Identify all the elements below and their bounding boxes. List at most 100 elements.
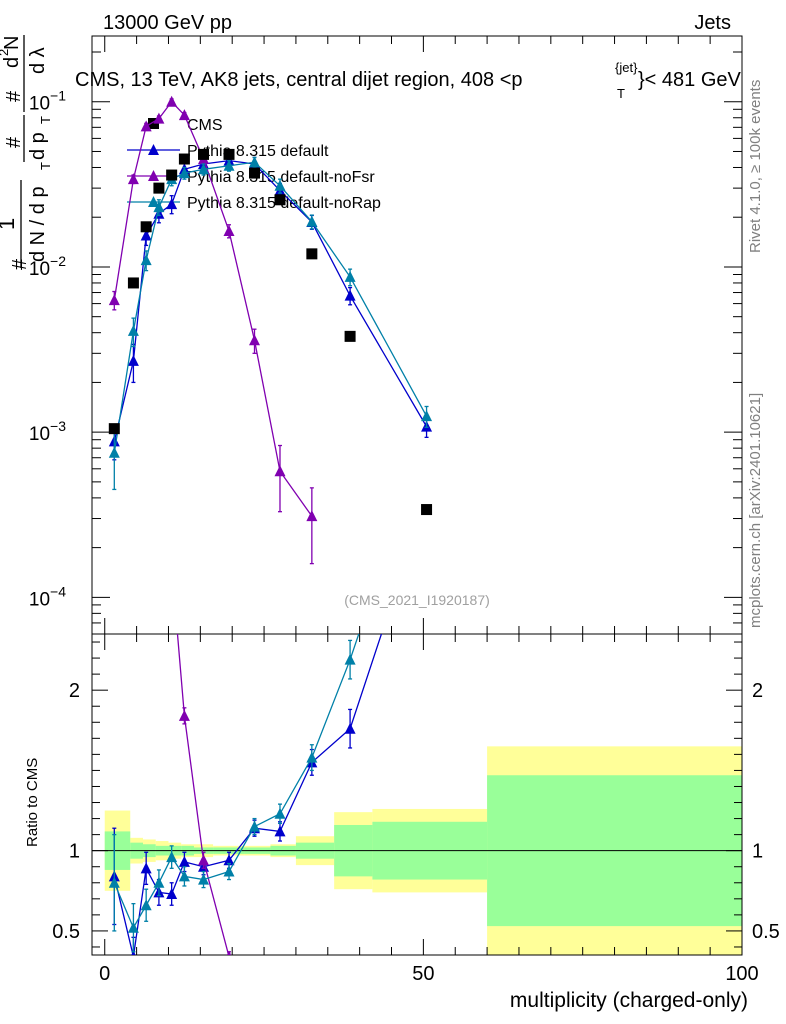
svg-text:T: T [38, 162, 53, 170]
chart-title-sup: {jet} [615, 60, 638, 75]
cms-point [344, 330, 356, 342]
x-axis-label: multiplicity (charged-only) [510, 989, 748, 1012]
cms-point [274, 194, 286, 206]
main-y-tick-label: 10−3 [29, 418, 66, 445]
ratio-point-0 [178, 855, 190, 867]
svg-text:T: T [38, 116, 53, 124]
cms-point [127, 277, 139, 289]
ratio-ylabel: Ratio to CMS [24, 758, 41, 847]
ratio-y-tick-label-left: 2 [69, 680, 80, 702]
main-plot-marks [108, 95, 617, 646]
svg-text:#: # [9, 258, 31, 270]
ratio-y-tick-label-left: 0.5 [52, 921, 80, 943]
legend-default-marker [127, 144, 180, 155]
cms-point [606, 635, 617, 646]
cms-point [249, 167, 260, 179]
series-point-2 [108, 446, 120, 458]
series-point-1 [306, 510, 318, 522]
legend-cms-label: CMS [187, 117, 223, 134]
svg-text:d: d [1, 57, 23, 68]
svg-text:#: # [3, 136, 25, 148]
series-point-2 [249, 156, 260, 168]
ratio-point-2 [178, 870, 190, 882]
series-point-0 [166, 198, 178, 210]
main-ylabel: # 1 d N / d p T # d p T # d 2 N d λ [0, 35, 53, 270]
rivet-label: Rivet 4.1.0, ≥ 100k events [747, 80, 764, 253]
ratio-point-1 [141, 354, 152, 365]
series-point-2 [127, 324, 139, 336]
series-point-1 [140, 120, 152, 132]
svg-text:d p: d p [27, 132, 49, 160]
series-point-1 [166, 95, 178, 107]
main-y-tick-label: 10−4 [29, 583, 66, 610]
cms-point [421, 504, 433, 516]
legend-nofsr-label: Pythia 8.315 default-noFsr [187, 169, 375, 186]
cms-point [140, 221, 152, 233]
series-point-2 [140, 254, 152, 266]
series-point-0 [140, 229, 152, 241]
chart-title: CMS, 13 TeV, AK8 jets, central dijet reg… [75, 60, 742, 101]
analysis-tag: (CMS_2021_I1920187) [344, 592, 490, 608]
series-point-1 [223, 225, 235, 237]
x-tick-label: 0 [99, 963, 110, 985]
series-point-2 [306, 215, 318, 227]
ratio-point-2 [127, 921, 139, 933]
series-point-1 [249, 334, 260, 346]
ratio-point-2 [274, 807, 286, 819]
ratio-point-1 [166, 559, 177, 570]
chart-title-sub: T [617, 86, 625, 101]
ratio-point-1 [198, 854, 210, 866]
header-right: Jets [694, 12, 731, 34]
series-point-2 [344, 270, 356, 282]
main-y-tick-label: 10−2 [29, 253, 66, 280]
ratio-point-0 [344, 722, 356, 734]
series-point-2 [421, 410, 433, 422]
svg-text:d N / d p: d N / d p [27, 186, 49, 262]
ratio-point-2 [153, 876, 165, 888]
ratio-point-1 [306, 1001, 317, 1012]
ratio-point-2 [306, 751, 318, 763]
header-left: 13000 GeV pp [103, 12, 232, 34]
series-point-0 [127, 354, 139, 366]
series-point-1 [153, 112, 165, 124]
ratio-point-1 [226, 950, 232, 955]
ratio-y-tick-label-right: 2 [752, 680, 763, 702]
cms-point [153, 182, 165, 194]
series-point-2 [223, 159, 235, 171]
legend-default-label: Pythia 8.315 default [187, 143, 329, 160]
ratio-point-1 [274, 1001, 285, 1012]
main-y-tick-label: 10−1 [29, 88, 66, 115]
ratio-point-0 [166, 888, 178, 900]
ratio-frame [91, 633, 743, 956]
ratio-y-tick-label-right: 1 [752, 841, 763, 863]
svg-text:1: 1 [0, 218, 19, 230]
series-point-1 [178, 109, 190, 121]
x-tick-label: 100 [725, 963, 758, 985]
ratio-y-tick-label-left: 1 [69, 841, 80, 863]
series-point-1 [108, 294, 120, 306]
cms-point [166, 169, 178, 181]
chart-title-main: CMS, 13 TeV, AK8 jets, central dijet reg… [75, 69, 523, 91]
cms-point [198, 148, 210, 160]
x-tick-label: 50 [412, 963, 434, 985]
ratio-point-1 [249, 990, 260, 1001]
ratio-point-1 [153, 583, 164, 594]
series-point-1 [127, 173, 139, 185]
svg-text:d λ: d λ [27, 47, 49, 74]
ratio-point-2 [344, 653, 356, 665]
axes: 0 50 100 10−1 10−2 10−3 10−4 0.5 0.5 1 1 2 2 [29, 35, 780, 985]
ratio-point-2 [198, 873, 210, 885]
ratio-y-tick-label-right: 0.5 [752, 921, 780, 943]
ratio-point-2 [249, 820, 260, 832]
ratio-point-2 [166, 851, 178, 863]
mcplots-label: mcplots.cern.ch [arXiv:2401.10621] [747, 393, 764, 628]
ratio-point-0 [223, 854, 235, 866]
ratio-point-2 [223, 865, 235, 877]
ratio-point-2 [140, 899, 152, 911]
series-point-1 [274, 465, 286, 477]
chart-title-end: }< 481 GeV [638, 69, 742, 91]
ratio-point-2 [108, 876, 120, 888]
series-line-1 [113, 100, 313, 517]
svg-text:#: # [3, 90, 25, 102]
